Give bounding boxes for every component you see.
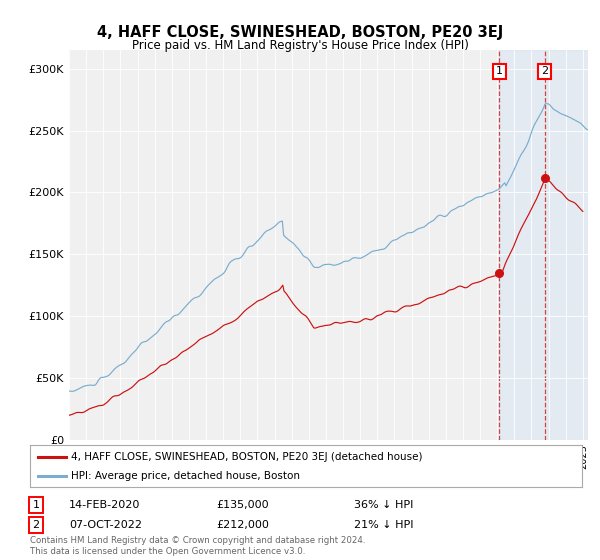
Text: 14-FEB-2020: 14-FEB-2020 bbox=[69, 500, 140, 510]
Text: 07-OCT-2022: 07-OCT-2022 bbox=[69, 520, 142, 530]
Text: Price paid vs. HM Land Registry's House Price Index (HPI): Price paid vs. HM Land Registry's House … bbox=[131, 39, 469, 52]
Text: 1: 1 bbox=[496, 67, 503, 76]
Text: 4, HAFF CLOSE, SWINESHEAD, BOSTON, PE20 3EJ: 4, HAFF CLOSE, SWINESHEAD, BOSTON, PE20 … bbox=[97, 25, 503, 40]
Bar bbox=[499, 50, 588, 440]
Text: 1: 1 bbox=[32, 500, 40, 510]
Text: 21% ↓ HPI: 21% ↓ HPI bbox=[354, 520, 413, 530]
Text: 4, HAFF CLOSE, SWINESHEAD, BOSTON, PE20 3EJ (detached house): 4, HAFF CLOSE, SWINESHEAD, BOSTON, PE20 … bbox=[71, 451, 423, 461]
Text: Contains HM Land Registry data © Crown copyright and database right 2024.
This d: Contains HM Land Registry data © Crown c… bbox=[30, 536, 365, 556]
Text: 2: 2 bbox=[32, 520, 40, 530]
Text: 36% ↓ HPI: 36% ↓ HPI bbox=[354, 500, 413, 510]
Text: £212,000: £212,000 bbox=[216, 520, 269, 530]
Text: £135,000: £135,000 bbox=[216, 500, 269, 510]
Text: 2: 2 bbox=[541, 67, 548, 76]
Text: HPI: Average price, detached house, Boston: HPI: Average price, detached house, Bost… bbox=[71, 471, 301, 481]
